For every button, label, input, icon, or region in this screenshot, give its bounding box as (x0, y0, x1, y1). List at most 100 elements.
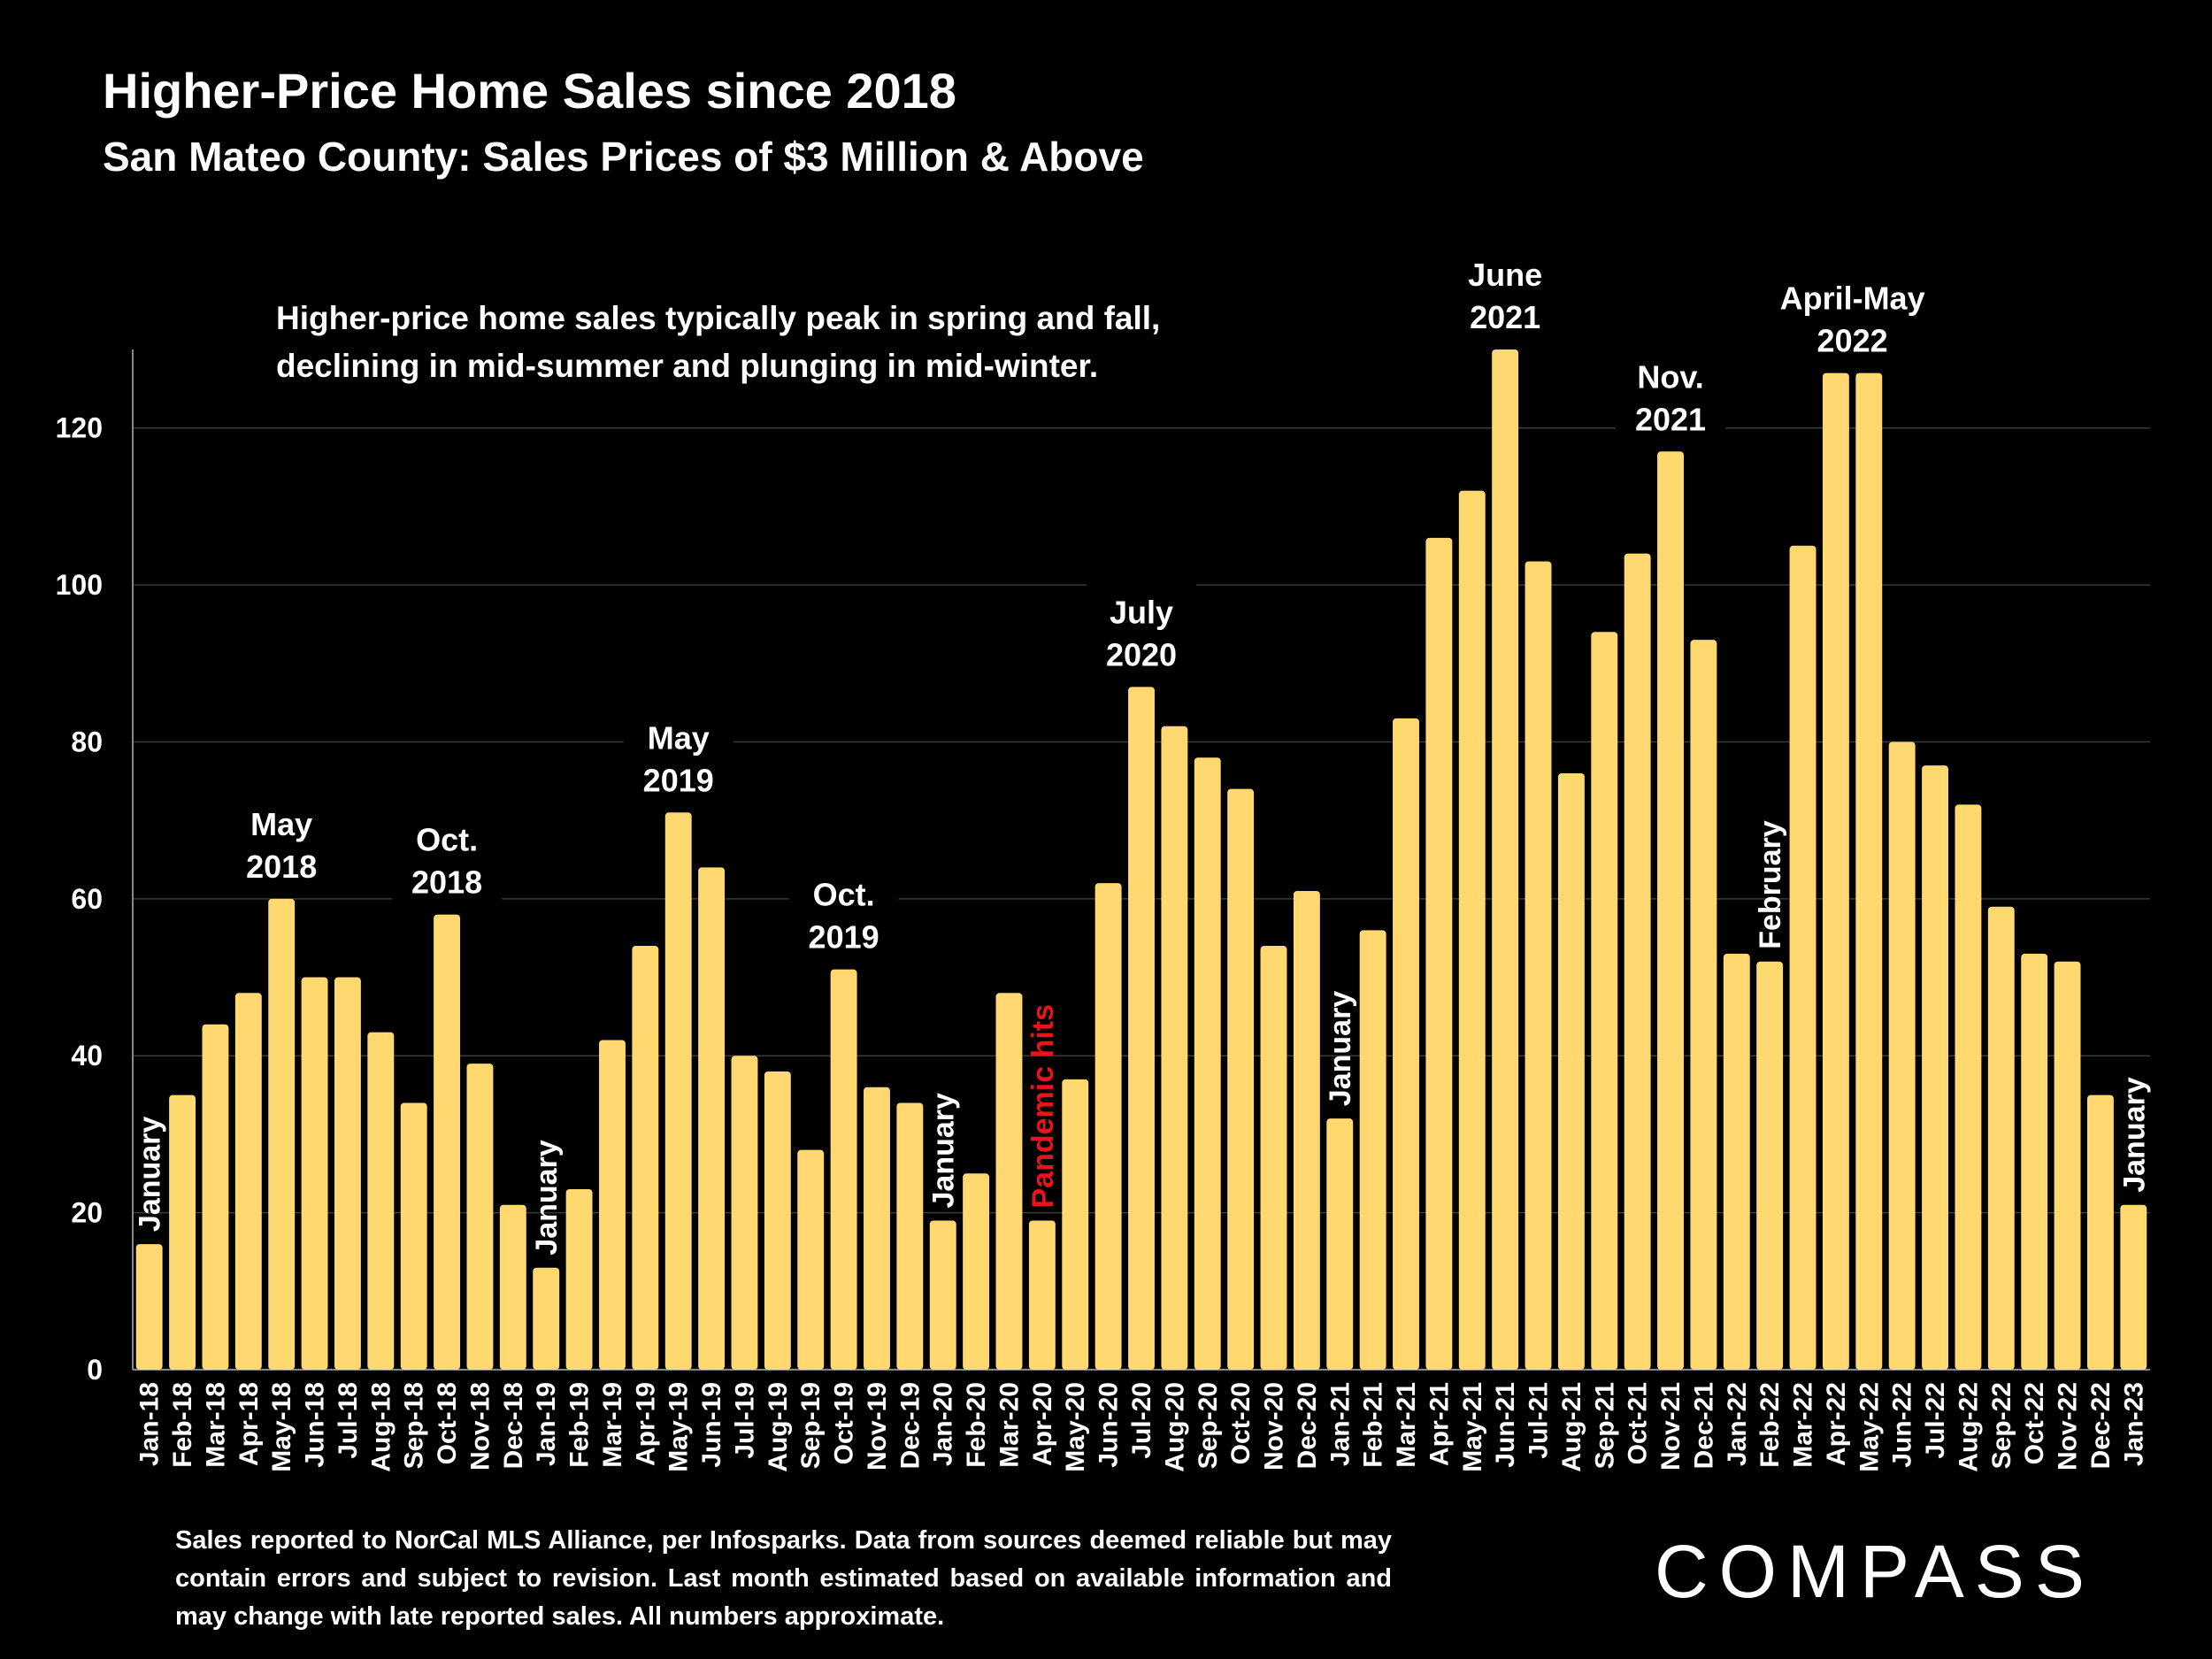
bar (1393, 718, 1419, 1370)
month-label: January (530, 1140, 564, 1255)
peak-annotation: May (648, 719, 710, 756)
x-tick-label: Dec-18 (499, 1382, 528, 1469)
bar (1756, 961, 1784, 1370)
x-tick-label: Mar-18 (201, 1382, 230, 1468)
x-tick-label: Feb-22 (1755, 1382, 1785, 1468)
x-tick-label: Aug-22 (1954, 1382, 1983, 1472)
bar (764, 1071, 791, 1370)
x-tick-label: Jan-18 (135, 1382, 165, 1466)
bar (169, 1094, 196, 1370)
bar (1458, 490, 1486, 1370)
x-tick-label: Jan-20 (929, 1382, 958, 1466)
x-tick-label: Apr-22 (1822, 1382, 1851, 1466)
bar (2086, 1094, 2114, 1370)
x-tick-label: Nov-18 (465, 1382, 495, 1471)
bar (334, 977, 361, 1370)
x-tick-label: Jan-21 (1325, 1382, 1355, 1466)
bar (1922, 765, 1948, 1370)
bar (1525, 561, 1552, 1370)
x-tick-label: Aug-20 (1160, 1382, 1189, 1472)
x-tick-label: Jul-21 (1525, 1382, 1554, 1459)
bar (234, 993, 262, 1370)
x-tick-label: Jun-20 (1094, 1382, 1124, 1468)
bar (1690, 640, 1717, 1370)
labels: May 2018 Oct. 2018 May 2019 Oct. 2019 July 2020 Ju… (134, 243, 2151, 1256)
x-tick-label: Aug-19 (764, 1382, 793, 1472)
x-tick-label: Feb-18 (168, 1382, 197, 1468)
bar (202, 1024, 229, 1370)
bar (995, 993, 1023, 1370)
x-tick-label: Feb-19 (565, 1382, 595, 1468)
bar (1326, 1118, 1354, 1370)
bar (929, 1220, 956, 1370)
x-tick-label: Apr-21 (1425, 1382, 1454, 1466)
bar (1987, 906, 2015, 1370)
annotation-backdrop (392, 808, 503, 911)
x-tick-label: Nov-22 (2054, 1382, 2083, 1471)
x-tick-label: Jan-19 (532, 1382, 561, 1466)
bar (1425, 537, 1453, 1370)
x-tick-label: Dec-20 (1293, 1382, 1322, 1469)
x-tick-label: Jun-21 (1491, 1382, 1520, 1468)
bar (1128, 687, 1155, 1370)
bar (599, 1040, 626, 1370)
peak-annotation: July (1110, 594, 1173, 630)
x-tick-label: Jul-22 (1921, 1382, 1950, 1459)
bar (1227, 788, 1255, 1370)
y-tick-label: 80 (71, 726, 103, 757)
bar (864, 1087, 890, 1370)
y-tick-label: 100 (56, 569, 103, 601)
x-tick-label: May-22 (1855, 1382, 1884, 1472)
month-label: January (2117, 1077, 2151, 1192)
x-tick-label: Dec-19 (895, 1382, 925, 1469)
x-tick-label: Sep-20 (1194, 1382, 1223, 1469)
bars (135, 349, 2147, 1371)
x-tick-label: Mar-21 (1392, 1382, 1421, 1468)
x-tick-label: Oct-18 (433, 1382, 462, 1464)
x-tick-label: Sep-22 (1987, 1382, 2016, 1469)
x-tick-label: Aug-21 (1557, 1382, 1586, 1472)
annotation-backdrop (788, 863, 899, 966)
bar (533, 1267, 560, 1370)
x-tick-label: Jul-20 (1127, 1382, 1156, 1459)
peak-annotation: 2019 (809, 919, 879, 956)
annotation-backdrop (1087, 580, 1196, 684)
x-tick-label: Nov-20 (1260, 1382, 1289, 1471)
bar (1359, 930, 1386, 1370)
y-tick-label: 40 (71, 1040, 103, 1071)
bar (664, 812, 692, 1370)
x-tick-label: Aug-18 (366, 1382, 396, 1472)
x-tick-label: Jun-22 (1888, 1382, 1917, 1468)
bar (1260, 946, 1287, 1370)
bar (1624, 553, 1651, 1370)
peak-annotation: 2022 (1817, 323, 1888, 359)
bar (2021, 953, 2048, 1370)
bar (400, 1102, 427, 1370)
y-tick-label: 60 (71, 883, 103, 915)
annotation-backdrop (1450, 243, 1561, 346)
peak-annotation: 2021 (1470, 299, 1540, 335)
peak-annotation: 2021 (1635, 401, 1706, 437)
bar (731, 1056, 758, 1370)
bar (2054, 961, 2081, 1370)
x-tick-label: Jul-18 (334, 1382, 363, 1459)
x-tick-label: Jan-23 (2119, 1382, 2148, 1466)
annotation-backdrop (227, 792, 337, 895)
bar (632, 946, 659, 1370)
bar (1293, 890, 1320, 1370)
bar (1789, 545, 1816, 1370)
x-tick-label: Nov-21 (1656, 1382, 1686, 1471)
x-tick-label: Oct-22 (2020, 1382, 2049, 1464)
x-tick-label: Dec-21 (1689, 1382, 1718, 1469)
annotation-note-line: declining in mid-summer and plunging in … (276, 348, 1098, 384)
x-tick-label: Apr-20 (1028, 1382, 1057, 1466)
x-tick-label: Apr-19 (631, 1382, 660, 1466)
y-tick-label: 20 (71, 1197, 103, 1229)
peak-annotation: Oct. (416, 822, 478, 858)
bar (1194, 757, 1221, 1370)
peak-annotation: May (250, 806, 312, 842)
chart-title: Higher-Price Home Sales since 2018 (103, 63, 956, 119)
peak-annotation: 2020 (1106, 636, 1177, 672)
